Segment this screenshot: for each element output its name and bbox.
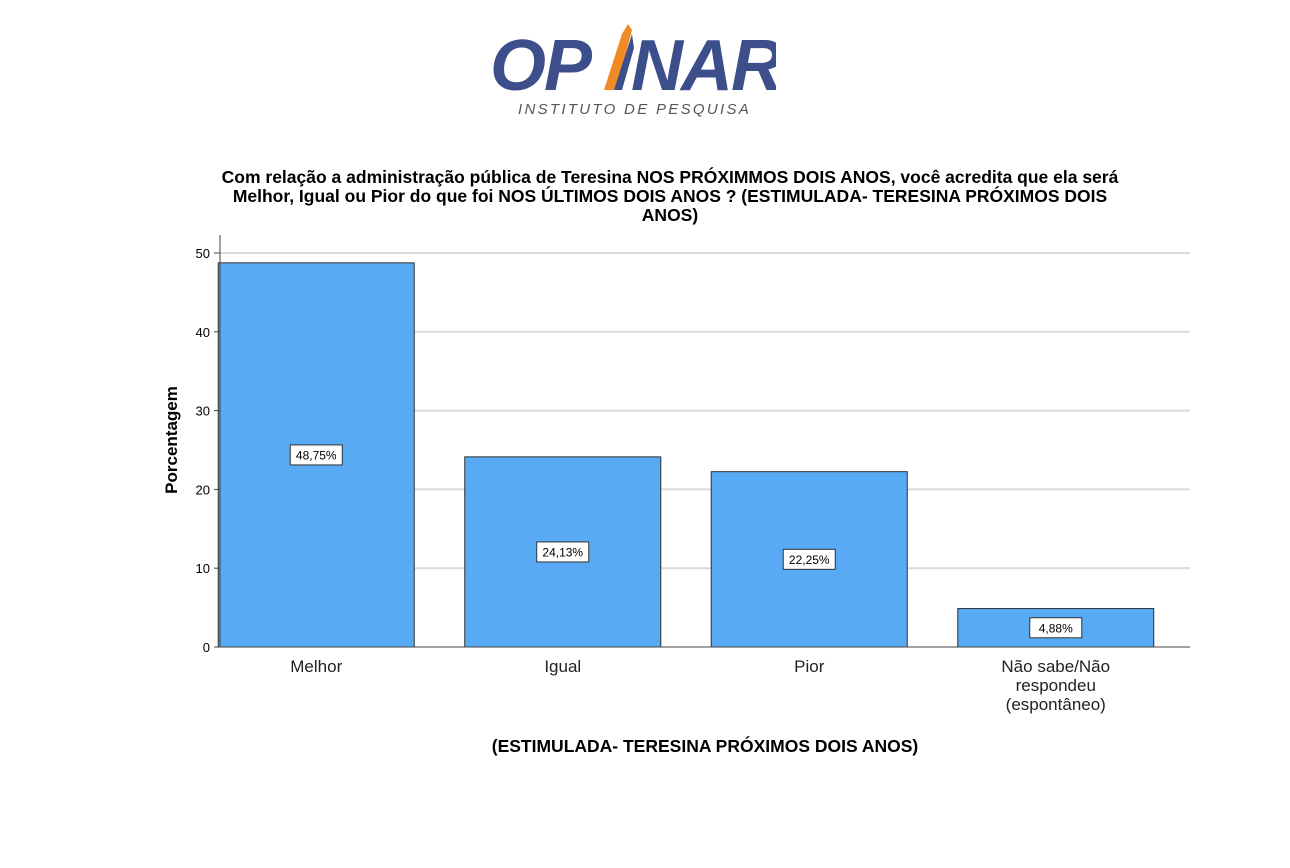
- data-label-box: [536, 541, 590, 563]
- x-tick-label-line: respondeu: [1015, 676, 1096, 695]
- logo-letters-nar: NAR: [631, 26, 776, 106]
- x-tick-label-2: Pior: [709, 657, 909, 676]
- y-tick-label: 10: [196, 561, 210, 576]
- data-label-text: 24,13%: [542, 545, 583, 559]
- opinar-logo: OP NAR INSTITUTO DE PESQUISA: [486, 20, 776, 120]
- logo-tagline: INSTITUTO DE PESQUISA: [518, 101, 751, 118]
- data-label-box: [1029, 617, 1083, 639]
- y-axis-label: Porcentagem: [162, 386, 181, 494]
- data-labels: 48,75% 24,13% 22,25% 4,88%: [289, 444, 1083, 639]
- data-label-3: 4,88%: [1029, 617, 1083, 639]
- bar-3: [957, 608, 1155, 648]
- y-tick-label: 50: [196, 246, 210, 261]
- chart-title: Com relação a administração pública de T…: [150, 168, 1190, 225]
- x-tick-label-3: Não sabe/Não respondeu (espontâneo): [956, 657, 1156, 714]
- y-tick-label: 20: [196, 482, 210, 497]
- data-label-box: [289, 444, 343, 466]
- opinar-logo-graphic: OP NAR INSTITUTO DE PESQUISA: [490, 24, 776, 118]
- data-label-0: 48,75%: [289, 444, 343, 466]
- data-label-text: 4,88%: [1039, 621, 1073, 635]
- x-tick-label-line: Igual: [544, 657, 582, 676]
- logo-slash-shadow: [614, 34, 634, 90]
- x-tick-label-line: (espontâneo): [1005, 695, 1106, 714]
- x-tick-label-line: Não sabe/Não: [1001, 657, 1111, 676]
- axes: 0 10 20 30 40 50: [196, 235, 1190, 655]
- data-label-text: 22,25%: [789, 553, 830, 567]
- logo-letters-op: OP: [490, 26, 593, 106]
- logo-slash-mark: [604, 24, 632, 90]
- y-tick-label: 0: [203, 640, 210, 655]
- bars: [217, 262, 1155, 648]
- x-tick-label-0: Melhor: [216, 657, 416, 676]
- chart-title-line-3: ANOS): [641, 205, 699, 225]
- x-axis-label: (ESTIMULADA- TERESINA PRÓXIMOS DOIS ANOS…: [491, 736, 919, 756]
- chart-title-line-2: Melhor, Igual ou Pior do que foi NOS ÚLT…: [232, 186, 1108, 206]
- data-label-1: 24,13%: [536, 541, 590, 563]
- x-tick-label-line: Pior: [794, 657, 825, 676]
- data-label-2: 22,25%: [782, 548, 836, 570]
- x-tick-label-line: Melhor: [290, 657, 343, 676]
- data-label-box: [782, 548, 836, 570]
- x-tick-label-1: Igual: [463, 657, 663, 676]
- data-label-text: 48,75%: [296, 448, 337, 462]
- y-tick-label: 40: [196, 325, 210, 340]
- chart-title-line-1: Com relação a administração pública de T…: [221, 167, 1119, 187]
- y-tick-label: 30: [196, 404, 210, 419]
